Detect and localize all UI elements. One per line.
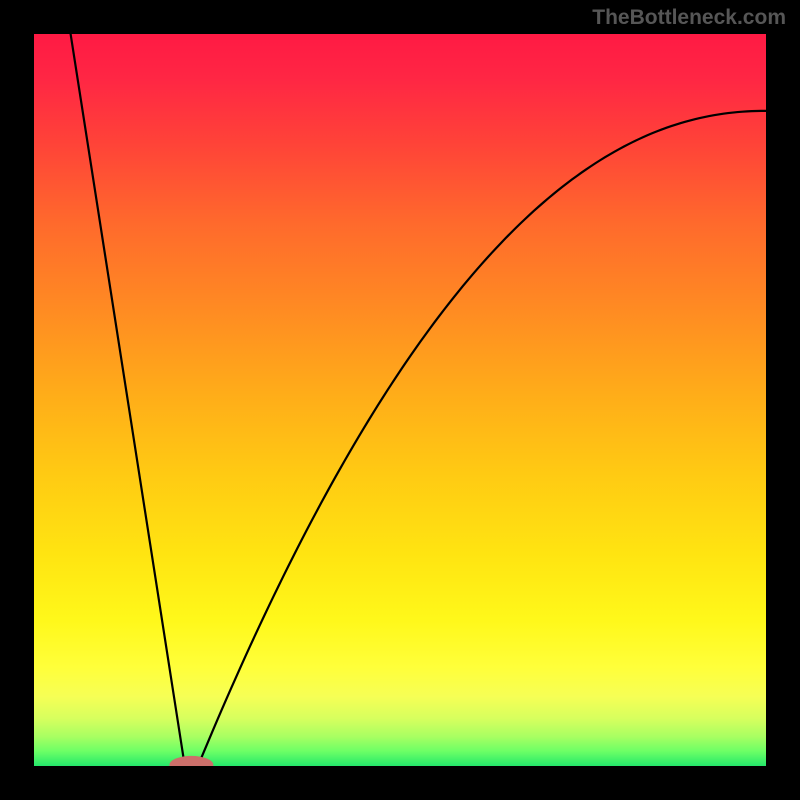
plot-background xyxy=(34,34,766,766)
watermark-text: TheBottleneck.com xyxy=(592,6,786,30)
chart-svg xyxy=(0,0,800,800)
bottleneck-chart: TheBottleneck.com xyxy=(0,0,800,800)
